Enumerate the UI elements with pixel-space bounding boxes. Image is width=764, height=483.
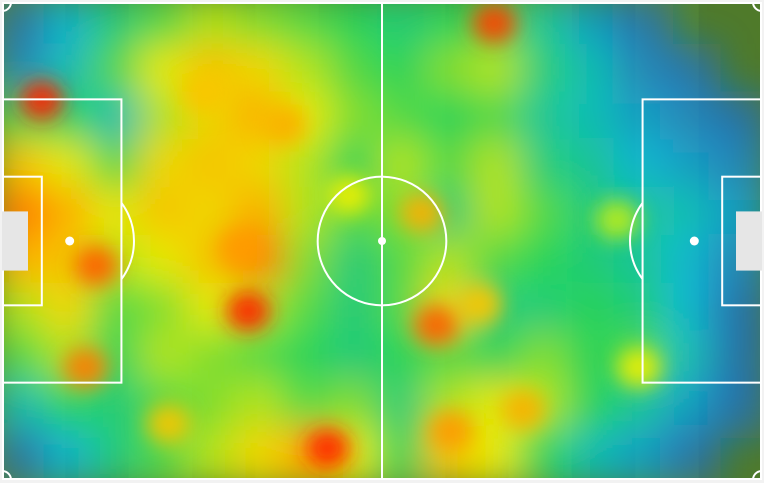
left-goal-area	[2, 175, 43, 307]
left-penalty-area	[2, 98, 123, 384]
heat-hotspot	[616, 347, 661, 388]
heat-hotspot	[327, 175, 372, 216]
center-spot	[378, 237, 386, 245]
heat-hotspot	[305, 428, 350, 469]
heat-hotspot	[19, 80, 64, 121]
right-goal-area	[721, 175, 762, 307]
right-goal	[736, 211, 762, 271]
heat-hotspot	[414, 305, 459, 346]
corner-arc-bottom-left	[2, 470, 12, 480]
heat-hotspot	[74, 245, 119, 286]
center-circle	[316, 175, 448, 307]
right-penalty-arc	[629, 202, 644, 280]
corner-arc-top-right	[752, 2, 762, 12]
heat-hotspot	[226, 291, 271, 332]
right-penalty-spot	[689, 236, 699, 246]
heat-hotspot	[182, 73, 227, 114]
heat-hotspot	[262, 105, 307, 146]
corner-arc-bottom-right	[752, 470, 762, 480]
heat-hotspot	[399, 192, 444, 233]
heat-hotspot	[428, 410, 473, 451]
heat-hotspot	[63, 347, 108, 388]
hotspot-layer	[19, 3, 661, 469]
left-goal	[2, 211, 28, 271]
heat-hotspot	[457, 284, 502, 325]
left-penalty-arc	[120, 202, 135, 280]
heat-hotspot	[595, 199, 640, 240]
heat-cell	[661, 426, 721, 480]
corner-arc-top-left	[2, 2, 12, 12]
heat-hotspot	[501, 389, 546, 430]
heat-hotspot	[146, 403, 191, 444]
heat-hotspot	[218, 228, 263, 269]
left-penalty-spot	[65, 236, 75, 246]
heat-hotspot	[472, 3, 517, 44]
